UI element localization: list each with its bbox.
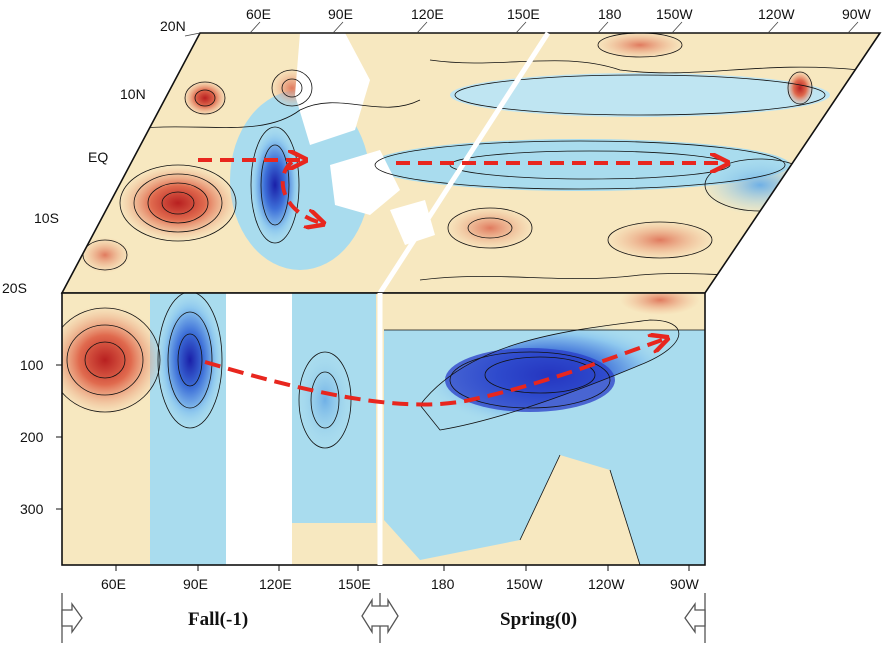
map-warm-south-pacific [445, 206, 535, 250]
section-warm-core-west [62, 305, 163, 415]
depth-label-200: 200 [20, 429, 44, 445]
section-contours [62, 293, 705, 565]
lon-label-90e: 90E [183, 576, 208, 592]
section-arrow [204, 340, 662, 407]
top-lon-label-60e: 60E [246, 6, 271, 22]
season-bar [61, 593, 706, 643]
section-cool-patch-west-pacific [297, 350, 353, 450]
map-arrow-indian-turn [280, 160, 318, 222]
map-tick-leaders [184, 21, 859, 37]
season-start-arrow-icon [61, 601, 83, 635]
map-contours [82, 33, 861, 281]
top-lon-label-90e: 90E [328, 6, 353, 22]
depth-label-300: 300 [20, 501, 44, 517]
top-lon-label-180: 180 [598, 6, 622, 22]
season-end-arrow-icon [684, 601, 706, 635]
lon-ticks [115, 565, 690, 571]
lat-label-10s: 10S [34, 210, 59, 226]
lat-label-20n: 20N [160, 18, 186, 34]
map-warm-core-south [118, 165, 238, 241]
section-cool-core-central [445, 348, 615, 412]
map-land-mask-3 [390, 200, 435, 245]
lat-label-20s: 20S [2, 280, 27, 296]
lon-label-150w: 150W [506, 576, 543, 592]
top-lon-label-120w: 120W [758, 6, 795, 22]
season-label-spring: Spring(0) [500, 609, 577, 630]
map-cool-north-band [450, 73, 830, 117]
lon-label-150e: 150E [338, 576, 371, 592]
section-frame [61, 292, 706, 566]
lon-label-180: 180 [431, 576, 455, 592]
section-warm-top-east [620, 293, 700, 315]
map-warm-east [786, 70, 814, 106]
lat-label-10n: 10N [120, 86, 146, 102]
map-arrows [198, 160, 722, 222]
top-lon-label-150w: 150W [656, 6, 693, 22]
lon-label-120e: 120E [259, 576, 292, 592]
lon-label-60e: 60E [101, 576, 126, 592]
map-warm-south-east [605, 220, 715, 260]
map-land-mask-2 [330, 150, 400, 215]
section-panel [62, 293, 705, 565]
top-lon-label-90w: 90W [842, 6, 872, 22]
top-lon-label-120e: 120E [411, 6, 444, 22]
season-split-arrow-icon [361, 597, 399, 635]
map-warm-north-west [183, 80, 227, 116]
map-cool-core-indian [249, 125, 301, 245]
lon-label-120w: 120W [588, 576, 625, 592]
map-warm-far-southwest [80, 237, 130, 273]
map-warm-top-right [595, 33, 685, 59]
section-land-gap [226, 293, 292, 565]
depth-ticks [56, 364, 62, 510]
lon-label-90w: 90W [670, 576, 700, 592]
lat-label-eq: EQ [88, 149, 108, 165]
top-lon-label-150e: 150E [507, 6, 540, 22]
season-label-fall: Fall(-1) [188, 609, 248, 630]
map-land-mask [295, 33, 370, 145]
section-cool-core-indian [156, 293, 224, 430]
depth-label-100: 100 [20, 357, 44, 373]
